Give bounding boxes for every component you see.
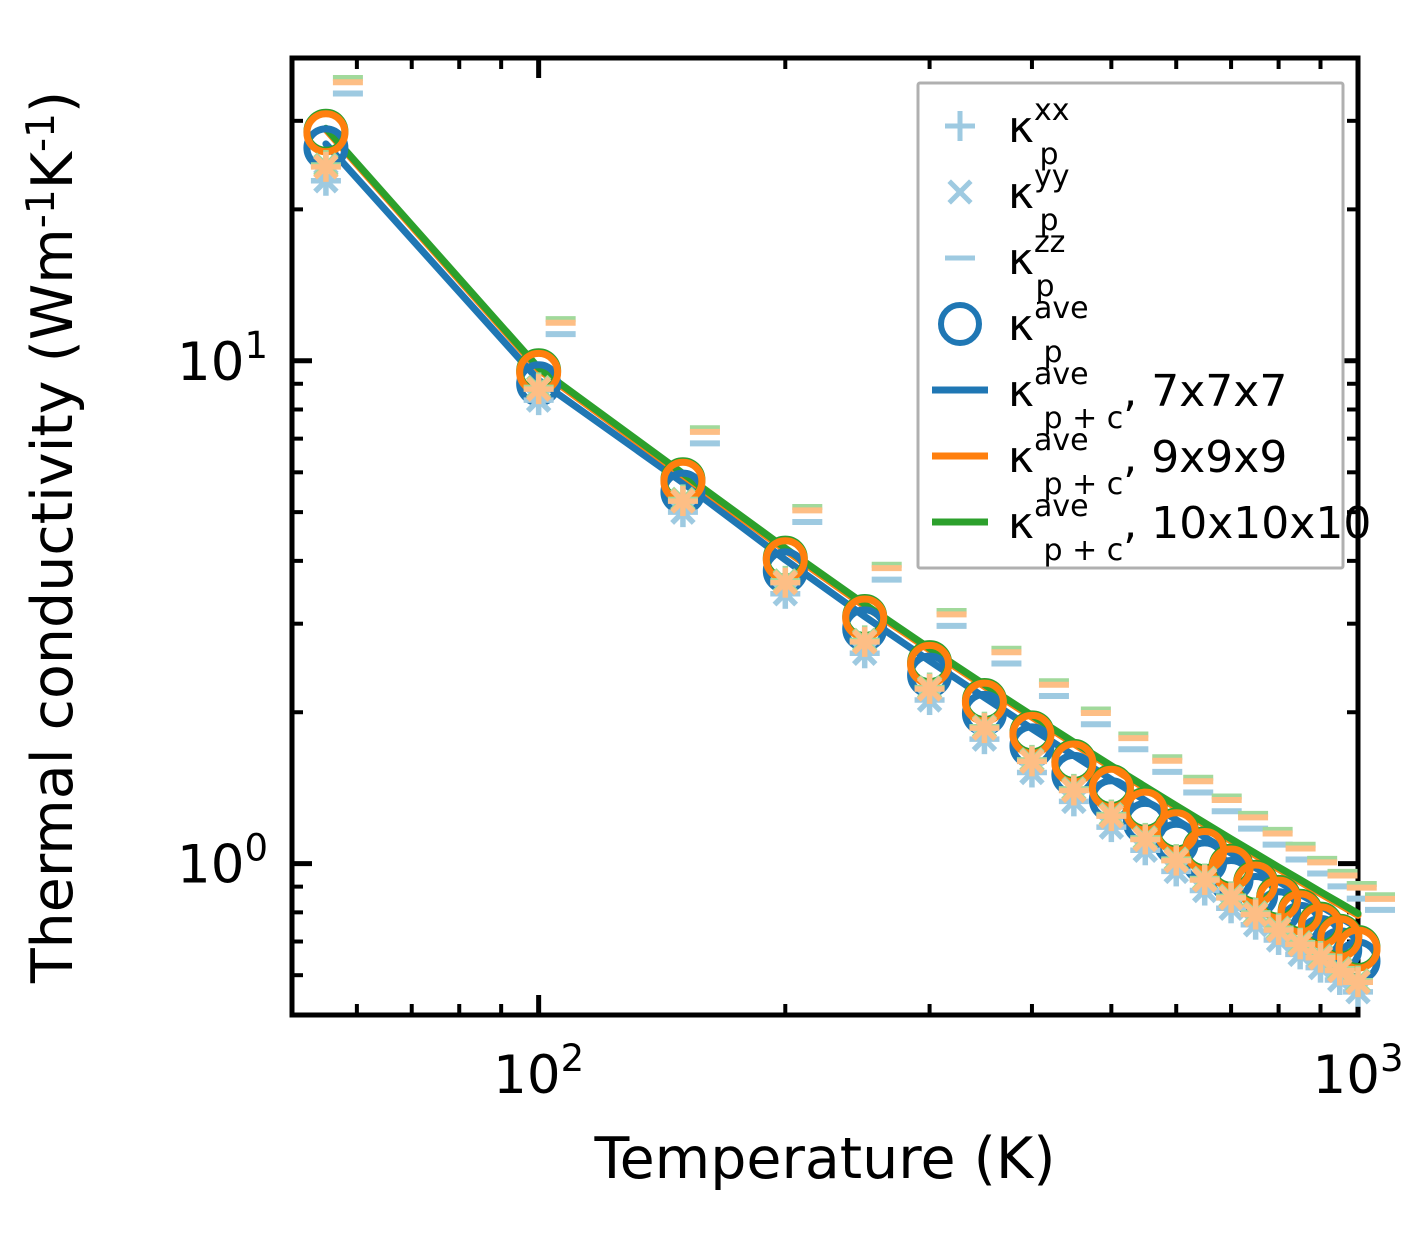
- data-series-layer: [303, 74, 1395, 1007]
- x-axis-label-text: Temperature (K): [593, 1126, 1055, 1192]
- legend-label: κzz p: [1008, 225, 1065, 304]
- x-axis-ticks: [290, 58, 1361, 1015]
- x-tick-label: 102: [493, 1037, 584, 1106]
- y-label-sup2: -1: [19, 113, 64, 152]
- legend-item[interactable]: κxx p: [945, 93, 1069, 172]
- data-marker-cross: [1327, 957, 1353, 984]
- legend-item[interactable]: κave p + c, 10x10x10: [932, 489, 1371, 568]
- data-marker-cross: [313, 154, 339, 180]
- x-axis-label: Temperature (K): [593, 1126, 1055, 1192]
- y-axis-label: Thermal conductivity (Wm-1K-1): [19, 91, 86, 984]
- legend-item[interactable]: κave p + c, 7x7x7: [932, 357, 1287, 436]
- legend-item[interactable]: κyy p: [947, 159, 1069, 238]
- data-marker-cross: [1242, 901, 1269, 928]
- data-marker-plus: [945, 111, 975, 141]
- data-marker-cross: [1191, 867, 1218, 893]
- data-marker-cross: [947, 179, 973, 205]
- y-label-main: Thermal conductivity (Wm: [20, 228, 86, 984]
- plot-frame: [289, 55, 1361, 1018]
- legend-item[interactable]: κave p + c, 9x9x9: [932, 423, 1287, 502]
- data-marker-cross: [1287, 931, 1313, 958]
- legend-label: κave p + c, 9x9x9: [1008, 423, 1287, 502]
- data-marker-cross: [1163, 847, 1189, 874]
- data-marker-cross: [772, 569, 799, 596]
- data-marker-cross: [1098, 803, 1125, 829]
- data-marker-cross: [1218, 885, 1244, 911]
- legend-label: κyy p: [1008, 159, 1069, 238]
- legend-item[interactable]: κave p: [938, 291, 1089, 370]
- data-marker-cross: [1265, 917, 1292, 943]
- legend-frame: [916, 81, 1345, 570]
- legend-label: κxx p: [1008, 93, 1069, 172]
- y-tick-label: 101: [177, 324, 268, 393]
- series-dash: [332, 79, 1395, 902]
- x-tick-label: 103: [1313, 1037, 1404, 1106]
- data-marker-cross: [670, 488, 696, 514]
- data-marker-cross: [1061, 777, 1087, 804]
- legend-label: κave p + c, 10x10x10: [1008, 489, 1371, 568]
- y-label-mid: K: [20, 150, 86, 189]
- data-marker-cross: [1132, 826, 1159, 853]
- data-marker-cross: [525, 376, 552, 402]
- series-cross: [313, 154, 1371, 995]
- data-marker-cross: [1019, 748, 1045, 775]
- y-axis-label-text: Thermal conductivity (Wm-1K-1): [19, 91, 86, 984]
- y-label-end: ): [20, 91, 86, 113]
- legend-label: κave p + c, 7x7x7: [1008, 357, 1287, 436]
- axes-spines: [289, 55, 1361, 1018]
- data-marker-cross: [916, 676, 943, 702]
- y-label-sup1: -1: [19, 189, 64, 228]
- data-marker-cross: [971, 715, 998, 741]
- y-axis-tick-labels: 100 101: [177, 324, 268, 896]
- data-marker-circle: [938, 302, 982, 346]
- series-dash: [332, 74, 1395, 899]
- x-axis-tick-labels: 102 103: [493, 1037, 1403, 1106]
- y-tick-label: 100: [177, 827, 268, 896]
- legend-item[interactable]: κzz p: [945, 225, 1065, 304]
- legend-label: κave p: [1008, 291, 1089, 370]
- data-marker-cross: [1307, 944, 1334, 971]
- data-marker-cross: [1345, 969, 1371, 995]
- data-marker-cross: [851, 629, 878, 655]
